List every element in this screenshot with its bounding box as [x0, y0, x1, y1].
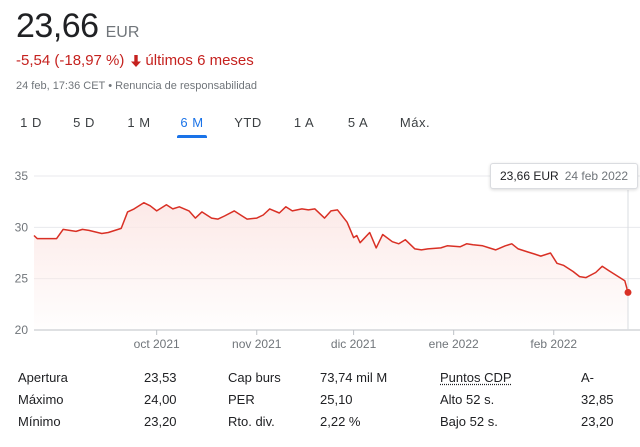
- x-tick-label: ene 2022: [429, 337, 479, 351]
- stat-value-maximo: 24,00: [144, 392, 177, 407]
- x-tick-label: oct 2021: [134, 337, 180, 351]
- timestamp-row: 24 feb, 17:36 CET • Renuncia de responsabi…: [16, 80, 257, 92]
- stat-value-alto-52s: 32,85: [581, 392, 614, 407]
- y-tick-label: 30: [15, 220, 29, 234]
- tab-ytd[interactable]: YTD: [234, 115, 262, 130]
- stat-label-apertura: Apertura: [18, 370, 68, 385]
- x-tick-label: nov 2021: [232, 337, 282, 351]
- tooltip-date: 24 feb 2022: [564, 169, 629, 183]
- stat-label-per: PER: [228, 392, 255, 407]
- y-tick-label: 20: [15, 323, 29, 337]
- last-price-dot: [624, 288, 632, 296]
- tab-1m[interactable]: 1 M: [127, 115, 151, 130]
- stat-value-per: 25,10: [320, 392, 353, 407]
- stat-value-cap-burs: 73,74 mil M: [320, 370, 388, 385]
- stat-label-bajo-52s: Bajo 52 s.: [440, 414, 498, 429]
- tab-1a[interactable]: 1 A: [293, 115, 315, 130]
- stat-value-minimo: 23,20: [144, 414, 177, 429]
- price-change: -5,54 (-18,97 %) últimos 6 meses: [16, 52, 254, 69]
- tab-5a[interactable]: 5 A: [347, 115, 369, 130]
- tab-1d[interactable]: 1 D: [20, 115, 42, 130]
- stat-label-maximo: Máximo: [18, 392, 64, 407]
- stat-value-bajo-52s: 23,20: [581, 414, 614, 429]
- change-value: -5,54 (-18,97 %): [16, 52, 125, 69]
- range-tabs: 1 D 5 D 1 M 6 M YTD 1 A 5 A Máx.: [0, 108, 640, 140]
- currency-label: EUR: [105, 24, 140, 41]
- current-price: 23,66: [16, 7, 99, 45]
- stat-value-puntos-cdp: A-: [581, 370, 594, 385]
- disclaimer-link[interactable]: Renuncia de responsabilidad: [115, 80, 258, 92]
- x-tick-label: dic 2021: [331, 337, 377, 351]
- stats-row-2: Máximo 24,00 PER 25,10 Alto 52 s. 32,85: [0, 392, 640, 414]
- tab-5d[interactable]: 5 D: [73, 115, 95, 130]
- stats-row-1: Apertura 23,53 Cap burs 73,74 mil M Punt…: [0, 370, 640, 392]
- stat-label-alto-52s: Alto 52 s.: [440, 392, 495, 407]
- y-axis: 35 30 25 20: [15, 169, 29, 337]
- tab-max[interactable]: Máx.: [399, 115, 431, 130]
- stats-row-3: Mínimo 23,20 Rto. div. 2,22 % Bajo 52 s.…: [0, 414, 640, 436]
- stat-value-rto-div: 2,22 %: [320, 414, 361, 429]
- stat-label-cap-burs: Cap burs: [228, 370, 281, 385]
- price-header: 23,66 EUR: [16, 6, 139, 46]
- y-tick-label: 25: [15, 272, 29, 286]
- x-tick-label: feb 2022: [530, 337, 577, 351]
- tooltip-price: 23,66 EUR: [500, 169, 559, 183]
- change-period: últimos 6 meses: [145, 52, 254, 69]
- stat-label-puntos-cdp[interactable]: Puntos CDP: [440, 370, 512, 385]
- separator: •: [108, 80, 113, 92]
- price-line: [33, 201, 629, 293]
- stat-label-rto-div: Rto. div.: [228, 414, 275, 429]
- stat-value-apertura: 23,53: [144, 370, 177, 385]
- price-chart[interactable]: 35 30 25 20 oct 2021 nov 2021 dic 2021 ene 202…: [0, 150, 640, 360]
- tab-6m[interactable]: 6 M: [175, 108, 209, 140]
- stat-label-minimo: Mínimo: [18, 414, 61, 429]
- x-axis: oct 2021 nov 2021 dic 2021 ene 2022 feb 2022: [134, 330, 577, 351]
- price-tooltip: 23,66 EUR 24 feb 2022: [490, 163, 639, 189]
- y-tick-label: 35: [15, 169, 29, 183]
- arrow-down-icon: [131, 54, 142, 67]
- timestamp: 24 feb, 17:36 CET: [16, 80, 106, 92]
- price-area-fill: [34, 202, 628, 330]
